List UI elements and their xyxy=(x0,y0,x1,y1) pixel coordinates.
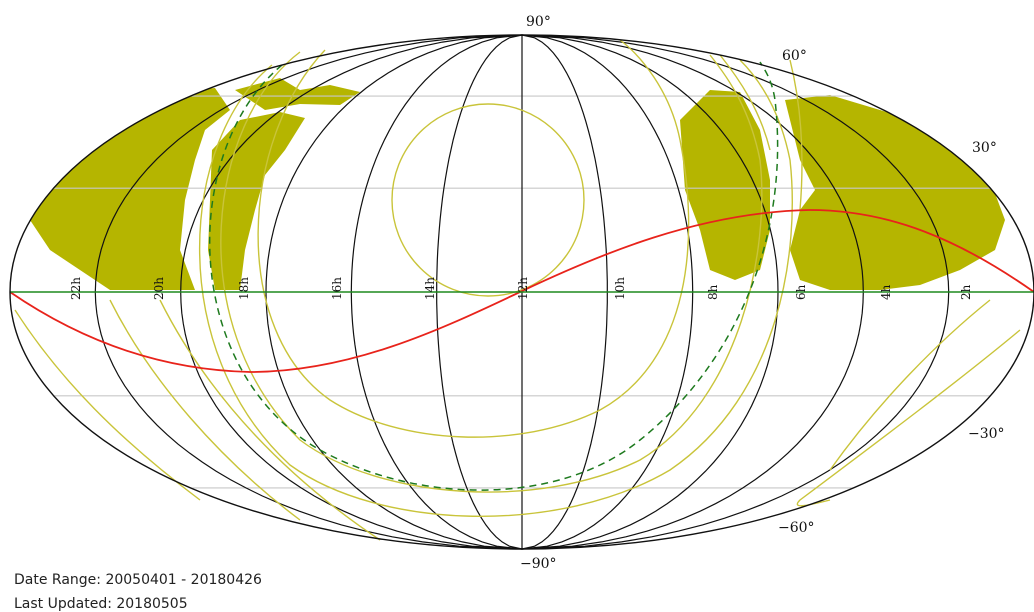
ra-label-12h: 12h xyxy=(516,277,530,300)
ra-label-18h: 18h xyxy=(237,277,251,300)
ra-label-4h: 4h xyxy=(879,284,893,300)
last-updated-text: Last Updated: 20180505 xyxy=(14,596,188,612)
contour-curve-1 xyxy=(257,39,690,438)
ra-label-8h: 8h xyxy=(706,284,720,300)
sky-boundary xyxy=(9,34,1034,550)
survey-coverage-regions xyxy=(30,78,1005,290)
contour-curve-2 xyxy=(220,51,763,493)
coverage-patch-ra18 xyxy=(208,112,305,290)
date-range-text: Date Range: 20050401 - 20180426 xyxy=(14,572,262,588)
dec-label-60: 60° xyxy=(782,48,807,64)
ra-label-2h: 2h xyxy=(959,284,973,300)
coverage-patch-ra6 xyxy=(785,95,1005,290)
ra-label-10h: 10h xyxy=(613,277,627,300)
dec-label-minus30: −30° xyxy=(968,426,1005,442)
dec-label-90: 90° xyxy=(526,14,551,30)
contour-curve-left-low xyxy=(14,299,381,541)
ra-label-22h: 22h xyxy=(69,277,83,300)
ra-label-20h: 20h xyxy=(152,277,166,300)
ra-label-14h: 14h xyxy=(423,277,437,300)
dec-label-minus60: −60° xyxy=(778,520,815,536)
coverage-patch-ra8 xyxy=(680,90,770,280)
contour-curve-3 xyxy=(199,59,793,518)
dec-label-30: 30° xyxy=(972,140,997,156)
contour-curve-right-low xyxy=(796,299,1021,507)
ra-labels: 22h 20h 18h 16h 14h 12h 10h 8h 6h 4h 2h xyxy=(69,277,973,300)
ra-label-6h: 6h xyxy=(794,284,808,300)
contour-circle-inner xyxy=(391,103,585,297)
ra-label-16h: 16h xyxy=(330,277,344,300)
dec-label-minus90: −90° xyxy=(520,556,557,572)
